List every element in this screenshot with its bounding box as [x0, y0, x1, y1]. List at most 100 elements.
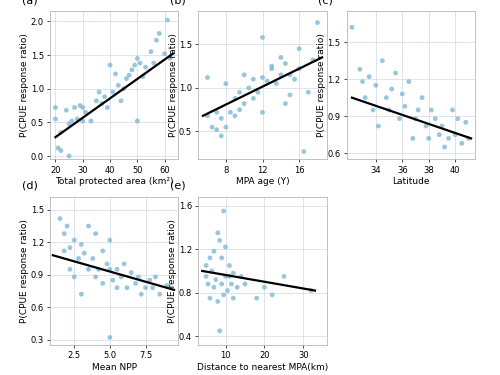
Text: (b): (b)	[170, 0, 186, 5]
Point	[295, 46, 303, 52]
Point	[57, 129, 65, 135]
Point	[258, 110, 266, 116]
Point	[365, 74, 373, 80]
X-axis label: MPA age (Y): MPA age (Y)	[236, 177, 290, 186]
Point	[358, 79, 366, 85]
Point	[250, 76, 258, 82]
Point	[117, 98, 125, 104]
Point	[134, 56, 141, 62]
X-axis label: Distance to nearest MPA(km): Distance to nearest MPA(km)	[197, 363, 328, 372]
Point	[295, 66, 303, 72]
Point	[65, 121, 73, 127]
Point	[258, 34, 266, 40]
Point	[216, 328, 224, 334]
Y-axis label: P(CPUE response ratio): P(CPUE response ratio)	[168, 219, 177, 323]
Point	[202, 262, 210, 268]
Point	[52, 105, 60, 111]
Point	[237, 273, 245, 279]
Point	[444, 135, 452, 141]
Point	[226, 262, 234, 268]
Point	[438, 123, 446, 129]
Point	[396, 116, 404, 122]
Point	[286, 72, 294, 78]
Point	[220, 208, 228, 214]
Point	[147, 49, 155, 55]
Point	[52, 116, 60, 122]
Point	[231, 95, 239, 101]
Point	[414, 107, 422, 113]
Point	[280, 273, 288, 279]
Point	[382, 94, 390, 100]
Point	[160, 51, 168, 57]
Point	[206, 255, 214, 261]
Point	[436, 132, 444, 138]
Point	[112, 71, 120, 77]
Point	[212, 277, 220, 283]
Point	[99, 280, 107, 286]
Point	[422, 123, 430, 129]
Point	[214, 298, 222, 304]
Point	[78, 242, 86, 248]
Point	[92, 231, 100, 237]
Point	[103, 261, 111, 267]
Point	[92, 274, 100, 280]
Point	[65, 153, 73, 159]
Point	[204, 75, 212, 81]
Point	[132, 280, 140, 286]
X-axis label: Mean NPP: Mean NPP	[92, 363, 136, 372]
Point	[106, 62, 114, 68]
Point	[236, 107, 244, 113]
Point	[84, 266, 92, 272]
Point	[125, 72, 133, 78]
Point	[113, 285, 121, 291]
Point	[378, 58, 386, 64]
Point	[163, 282, 171, 288]
Point	[254, 89, 262, 95]
Point	[62, 107, 70, 113]
Point	[100, 94, 108, 100]
Point	[155, 30, 163, 36]
Point	[277, 54, 285, 60]
Point	[204, 281, 212, 287]
Point	[212, 127, 220, 133]
Point	[106, 237, 114, 243]
Point	[148, 285, 156, 291]
Point	[104, 105, 112, 111]
X-axis label: Latitude: Latitude	[392, 177, 430, 186]
Point	[79, 105, 87, 111]
Point	[398, 91, 406, 97]
Point	[120, 261, 128, 267]
Point	[230, 270, 237, 276]
Point	[60, 231, 68, 237]
Point	[361, 94, 369, 100]
Point	[78, 291, 86, 297]
Point	[76, 102, 84, 108]
Point	[206, 295, 214, 301]
X-axis label: Total protected area (km²): Total protected area (km²)	[55, 177, 174, 186]
Point	[286, 92, 294, 98]
Point	[250, 95, 258, 101]
Point	[464, 135, 472, 141]
Point	[300, 148, 308, 154]
Point	[57, 148, 65, 154]
Point	[128, 270, 136, 276]
Point	[304, 89, 312, 95]
Point	[130, 62, 138, 68]
Point	[252, 295, 260, 301]
Point	[54, 145, 62, 151]
Point	[156, 291, 164, 297]
Point	[166, 56, 174, 62]
Point	[307, 288, 315, 294]
Point	[113, 266, 121, 272]
Point	[214, 230, 222, 236]
Point	[268, 63, 276, 69]
Point	[231, 113, 239, 119]
Point	[260, 284, 268, 290]
Point	[128, 67, 136, 73]
Point	[454, 116, 462, 122]
Point	[118, 274, 126, 280]
Y-axis label: P(CPUE response ratio): P(CPUE response ratio)	[168, 33, 177, 137]
Point	[146, 277, 154, 283]
Point	[92, 98, 100, 104]
Point	[70, 237, 78, 243]
